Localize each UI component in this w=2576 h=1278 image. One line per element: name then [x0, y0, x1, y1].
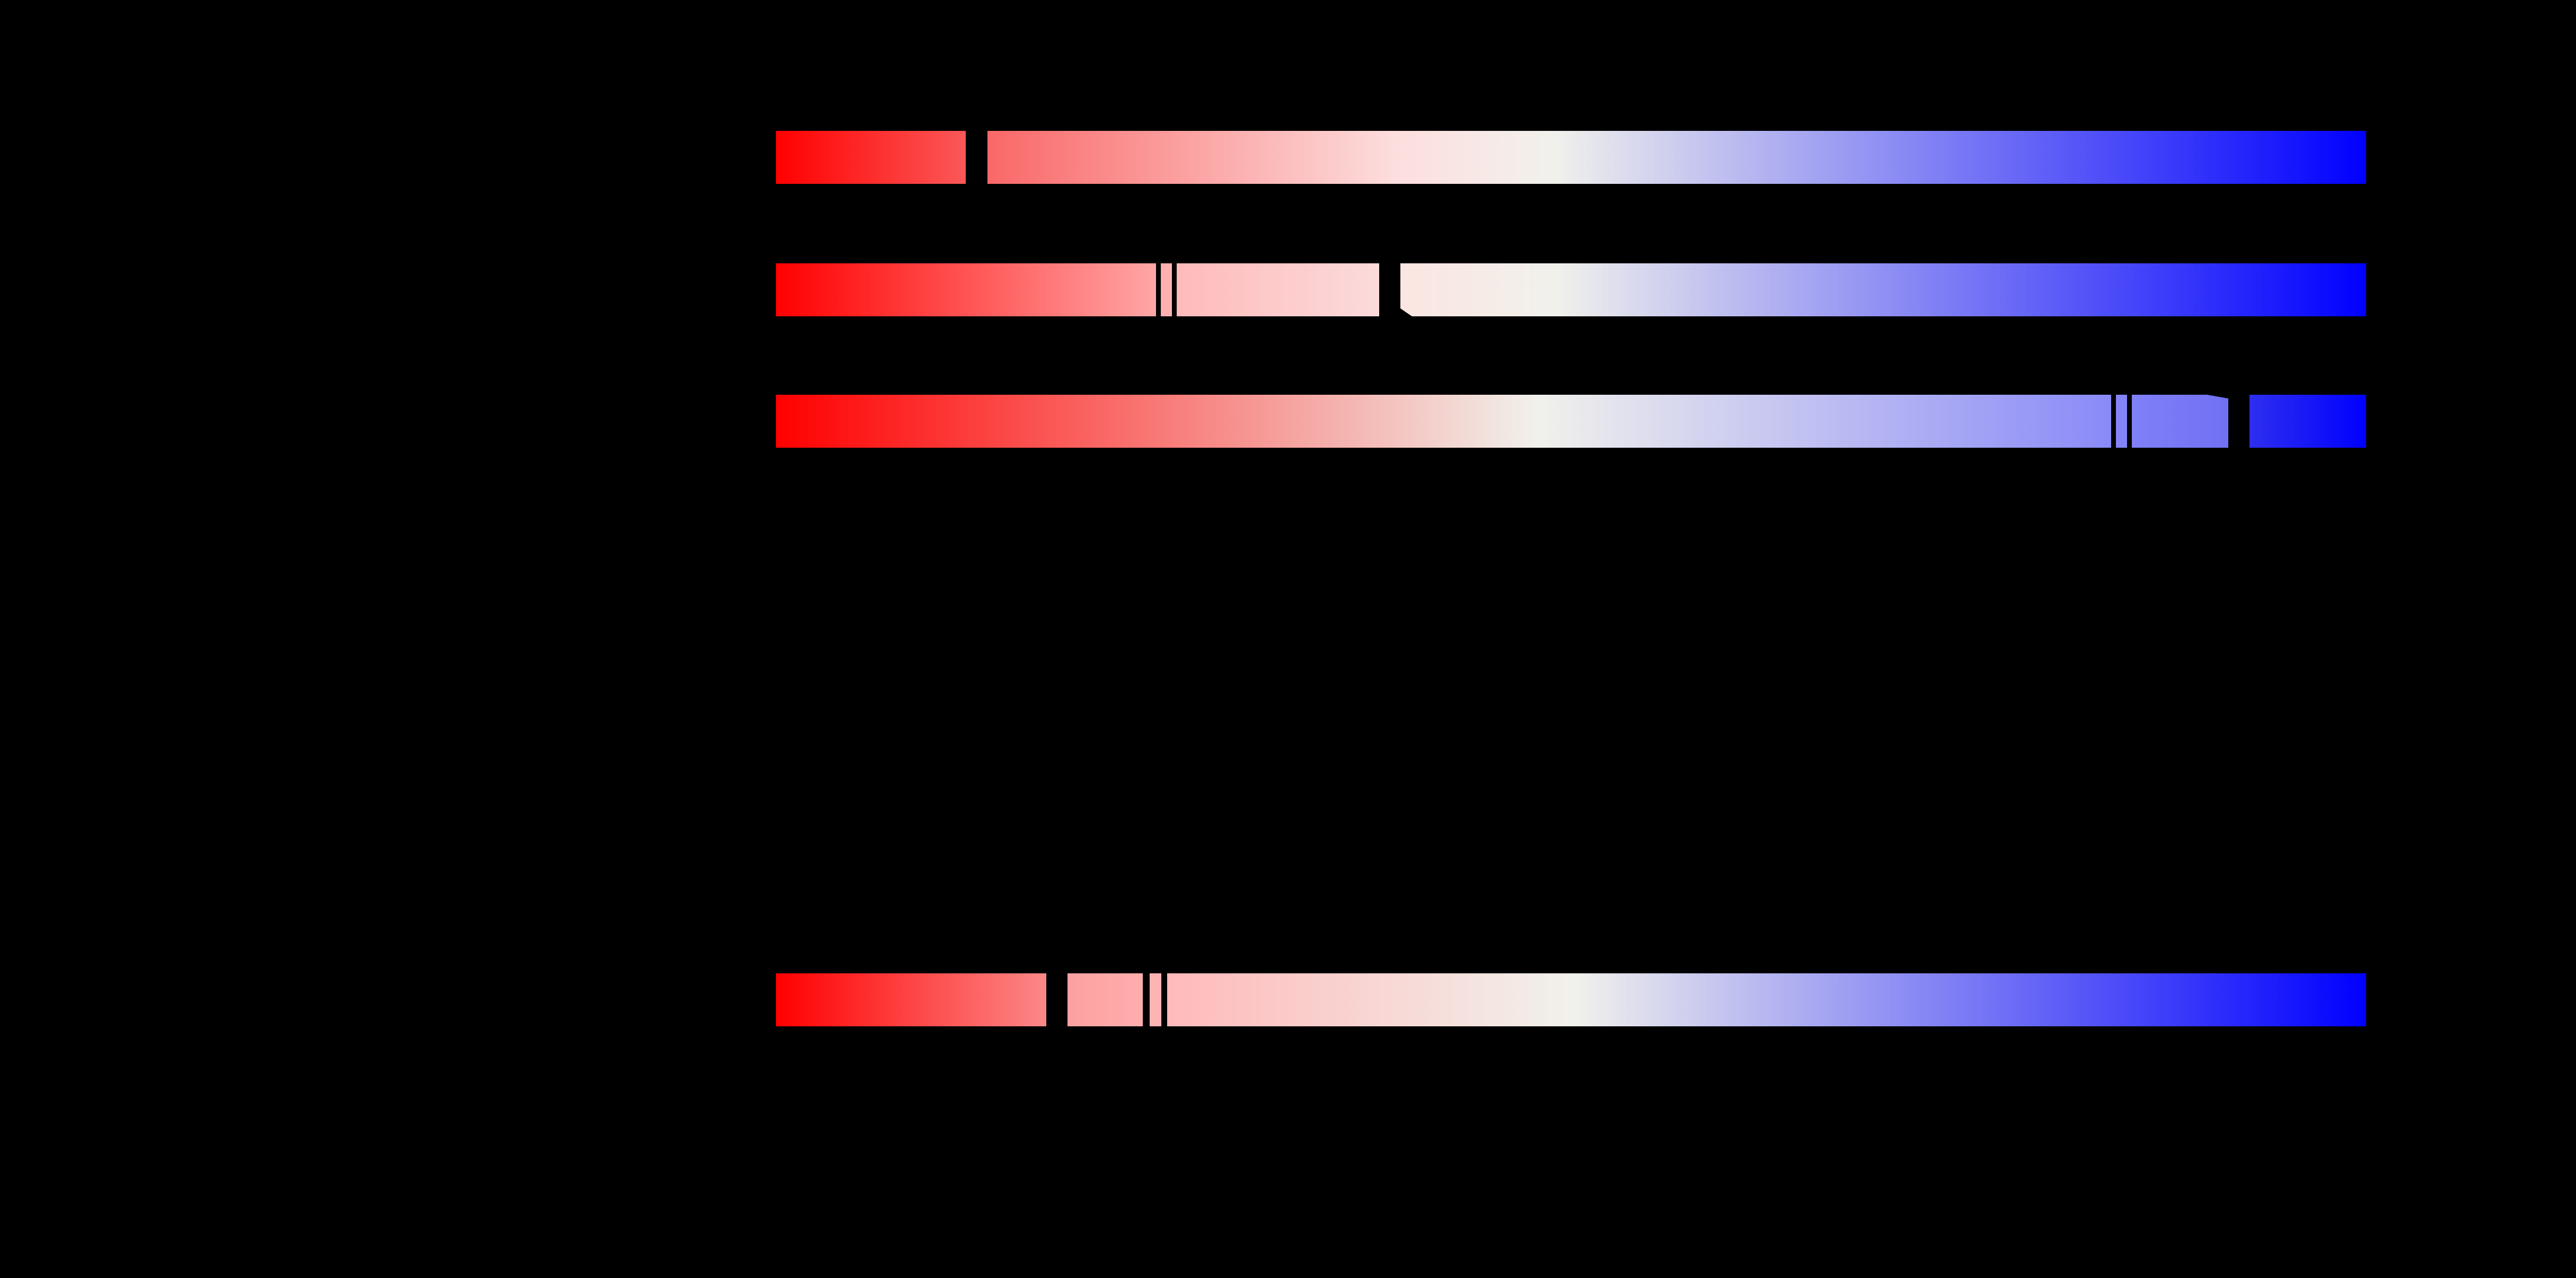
alignment-segment	[1167, 973, 2366, 1026]
genome-bar-1	[776, 131, 2366, 184]
alignment-segment	[776, 131, 966, 184]
alignment-segment	[1150, 973, 1161, 1026]
genome-bar-4	[776, 973, 2366, 1026]
alignment-segment	[776, 395, 2111, 448]
alignment-segment	[1068, 973, 1143, 1026]
alignment-segment	[776, 973, 1046, 1026]
alignment-segment	[1177, 263, 1379, 316]
alignment-segment	[2132, 395, 2228, 448]
genome-bar-2	[776, 263, 2366, 316]
alignment-segment	[1161, 263, 1172, 316]
alignment-segment	[2116, 395, 2127, 448]
genome-bar-3	[776, 395, 2366, 448]
alignment-segment	[2249, 395, 2366, 448]
alignment-segment	[987, 131, 2366, 184]
alignment-segment	[1400, 263, 2366, 316]
alignment-segment	[776, 263, 1156, 316]
